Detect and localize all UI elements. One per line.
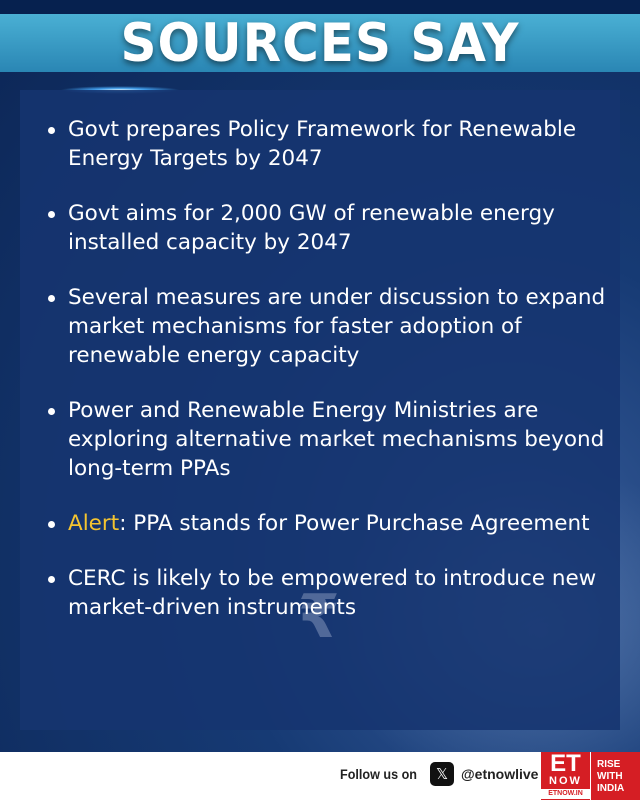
list-item: Govt aims for 2,000 GW of renewable ener… xyxy=(48,199,623,257)
logo-now: NOW xyxy=(549,775,582,787)
content-panel xyxy=(20,90,620,730)
rupee-icon: ₹ xyxy=(298,582,340,652)
footer xyxy=(0,752,640,800)
tagline-line: RISE xyxy=(597,759,621,770)
list-item: Govt prepares Policy Framework for Renew… xyxy=(48,115,623,173)
bullet-list: Govt prepares Policy Framework for Renew… xyxy=(48,115,623,648)
social-handle[interactable]: @etnowlive xyxy=(461,766,539,782)
et-now-logo: ET NOW ETNOW.IN RISE WITH INDIA xyxy=(541,752,640,800)
list-item: CERC is likely to be empowered to introd… xyxy=(48,564,623,622)
page-title: SOURCES SAY xyxy=(120,12,520,74)
logo-tagline: RISE WITH INDIA xyxy=(591,752,624,800)
list-item: Power and Renewable Energy Ministries ar… xyxy=(48,396,623,483)
tagline-line: INDIA xyxy=(597,783,625,794)
title-band: SOURCES SAY xyxy=(0,12,640,74)
list-item: Several measures are under discussion to… xyxy=(48,283,623,370)
top-bar xyxy=(0,0,640,14)
tagline-line: WITH xyxy=(597,771,623,782)
alert-label: Alert xyxy=(68,511,120,536)
logo-et: ET xyxy=(550,750,581,777)
follow-text: Follow us on xyxy=(340,766,417,782)
x-icon[interactable]: 𝕏 xyxy=(430,762,454,786)
alert-text: : PPA stands for Power Purchase Agreemen… xyxy=(119,511,590,536)
list-item: Alert: PPA stands for Power Purchase Agr… xyxy=(48,509,623,538)
logo-site: ETNOW.IN xyxy=(541,789,590,799)
